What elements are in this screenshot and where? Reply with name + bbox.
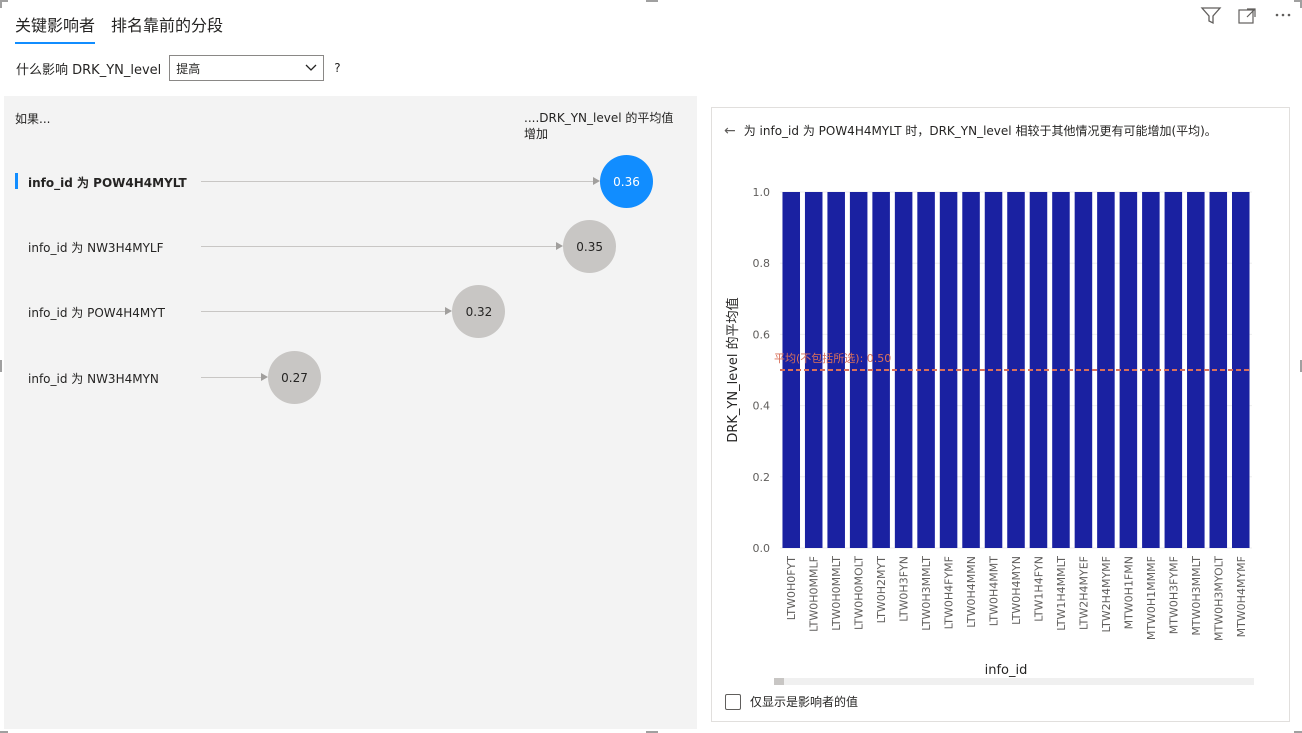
- influencer-bubble[interactable]: 0.36: [600, 155, 653, 208]
- chevron-down-icon: [305, 61, 317, 75]
- tab-bar: 关键影响者 排名靠前的分段: [15, 12, 223, 44]
- influencer-label[interactable]: info_id 为 NW3H4MYN: [28, 372, 159, 386]
- back-arrow-icon[interactable]: ←: [724, 122, 736, 139]
- x-tick-label: MTW0H3FYMF: [1167, 556, 1180, 634]
- tab-top-segments[interactable]: 排名靠前的分段: [111, 16, 224, 35]
- bar[interactable]: [872, 192, 890, 548]
- selected-indicator: [15, 173, 18, 189]
- influencer-label[interactable]: info_id 为 POW4H4MYT: [28, 306, 165, 320]
- x-tick-label: LTW0H4MMN: [965, 556, 978, 628]
- resize-handle-top-left-v[interactable]: [0, 0, 2, 8]
- y-tick-label: 0.4: [753, 400, 771, 413]
- x-tick-label: LTW0H4FYMF: [943, 556, 956, 629]
- resize-handle-top-right-v[interactable]: [1300, 0, 1302, 8]
- x-tick-label: LTW0H0MMLF: [808, 556, 821, 632]
- resize-handle-bottom[interactable]: [646, 731, 658, 733]
- bar-chart: 0.0 0.2 0.4 0.6 0.8 1.0 DRK_YN_level 的平均值 LTW0H…: [725, 186, 1252, 678]
- x-tick-label: MTW0H1MMMF: [1145, 556, 1158, 640]
- y-tick-label: 1.0: [753, 186, 771, 199]
- x-tick-label: LTW2H4MYEF: [1077, 556, 1090, 630]
- arrow-icon: [261, 373, 268, 381]
- influencers-panel: 如果... ....DRK_YN_level 的平均值增加 info_id 为 …: [4, 96, 697, 729]
- show-influencers-only-checkbox[interactable]: [725, 693, 741, 710]
- x-tick-label: MTW0H3MMLT: [1190, 556, 1203, 636]
- influence-filter-row: 什么影响 DRK_YN_level 提高 ?: [16, 55, 341, 81]
- resize-handle-top-left[interactable]: [0, 0, 8, 2]
- influencer-bubble[interactable]: 0.32: [452, 285, 506, 338]
- influencer-row[interactable]: info_id 为 POW4H4MYT 0.32: [4, 284, 697, 338]
- x-tick-label: MTW0H4MYMF: [1235, 556, 1248, 637]
- increase-decrease-dropdown[interactable]: 提高: [169, 55, 325, 81]
- x-tick-label: MTW0H3MYOLT: [1212, 556, 1225, 641]
- resize-handle-top-right[interactable]: [1294, 0, 1302, 2]
- influencer-row[interactable]: info_id 为 NW3H4MYN 0.27: [4, 350, 697, 404]
- dropdown-selected-value: 提高: [176, 61, 201, 76]
- filter-icon[interactable]: [1200, 6, 1222, 26]
- x-tick-label: LTW0H0MMLT: [830, 556, 843, 631]
- scrollbar-thumb[interactable]: [774, 678, 784, 685]
- arrow-icon: [593, 177, 600, 185]
- y-tick-label: 0.6: [753, 328, 771, 341]
- influencer-row[interactable]: info_id 为 POW4H4MYLT 0.36: [4, 154, 697, 208]
- help-icon[interactable]: ?: [334, 61, 341, 75]
- x-tick-label: LTW2H4MYMF: [1100, 556, 1113, 633]
- bar[interactable]: [984, 192, 1003, 548]
- y-tick-label: 0.0: [753, 542, 771, 555]
- resize-handle-top[interactable]: [646, 0, 658, 2]
- connector-line: [201, 377, 262, 378]
- influencer-label[interactable]: info_id 为 NW3H4MYLF: [28, 241, 164, 255]
- col-header-if: 如果...: [15, 112, 51, 126]
- x-tick-label: LTW0H0FYT: [785, 556, 798, 621]
- resize-handle-right[interactable]: [1300, 360, 1302, 372]
- filter-question-label: 什么影响 DRK_YN_level: [16, 62, 162, 78]
- y-tick-label: 0.2: [753, 471, 771, 484]
- visual-header-icons: [1200, 6, 1294, 26]
- bar[interactable]: [1187, 192, 1205, 548]
- connector-line: [201, 181, 594, 182]
- bar[interactable]: [1074, 192, 1093, 548]
- bar[interactable]: [1209, 192, 1228, 548]
- detail-header: ← 为 info_id 为 POW4H4MYLT 时，DRK_YN_level …: [724, 122, 1217, 139]
- bar[interactable]: [849, 192, 868, 548]
- y-axis-title: DRK_YN_level 的平均值: [725, 297, 741, 442]
- reference-line-label: 平均(不包括所选): 0.50: [774, 351, 891, 365]
- detail-card: ← 为 info_id 为 POW4H4MYLT 时，DRK_YN_level …: [711, 107, 1290, 722]
- x-tick-label: LTW0H4MMT: [988, 556, 1001, 626]
- influencer-bubble[interactable]: 0.27: [268, 351, 321, 404]
- x-axis-title: info_id: [985, 663, 1028, 678]
- x-tick-label: LTW0H4MYN: [1010, 556, 1023, 625]
- x-tick-label: LTW0H0MOLT: [853, 556, 866, 630]
- y-tick-label: 0.8: [753, 257, 771, 270]
- x-tick-label: LTW0H2MYT: [875, 556, 888, 624]
- detail-header-text: 为 info_id 为 POW4H4MYLT 时，DRK_YN_level 相较…: [743, 124, 1217, 138]
- connector-line: [201, 311, 447, 312]
- more-options-icon[interactable]: [1272, 6, 1294, 26]
- show-influencers-only-row: 仅显示是影响者的值: [725, 693, 858, 710]
- resize-handle-left[interactable]: [0, 360, 2, 372]
- col-header-average-increase: ....DRK_YN_level 的平均值增加: [524, 111, 674, 141]
- tab-key-influencers[interactable]: 关键影响者: [15, 12, 96, 44]
- focus-mode-icon[interactable]: [1236, 6, 1258, 26]
- arrow-icon: [556, 242, 564, 250]
- bar[interactable]: [1097, 192, 1115, 548]
- influencer-row[interactable]: info_id 为 NW3H4MYLF 0.35: [4, 219, 697, 273]
- x-tick-label: MTW0H1FMN: [1122, 556, 1135, 629]
- x-tick-label: LTW1H4MMLT: [1055, 556, 1068, 631]
- chart-scrollbar[interactable]: [774, 678, 1254, 685]
- resize-handle-bottom-right[interactable]: [1294, 731, 1302, 733]
- bar[interactable]: [962, 192, 980, 548]
- arrow-icon: [445, 307, 453, 315]
- influencer-label[interactable]: info_id 为 POW4H4MYLT: [28, 176, 187, 190]
- influencer-bubble[interactable]: 0.35: [563, 220, 617, 273]
- checkbox-label: 仅显示是影响者的值: [750, 695, 859, 709]
- connector-line: [201, 246, 558, 247]
- x-tick-label: LTW0H3FYN: [898, 556, 911, 622]
- x-tick-label: LTW1H4FYN: [1032, 556, 1045, 622]
- x-tick-label: LTW0H3MMLT: [920, 556, 933, 631]
- resize-handle-bottom-left[interactable]: [0, 731, 8, 733]
